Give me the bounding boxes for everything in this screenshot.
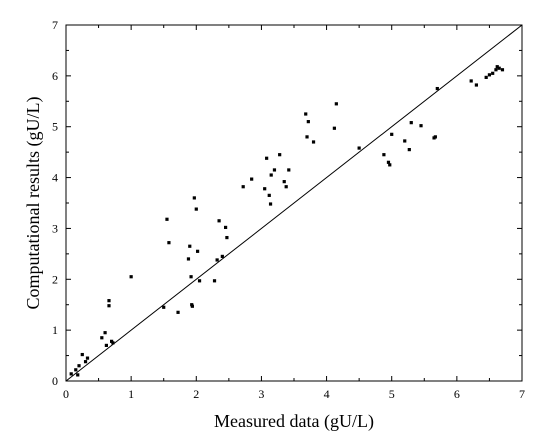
x-tick-label: 0 (63, 387, 69, 401)
y-tick-label: 3 (52, 221, 58, 235)
data-point (267, 193, 271, 197)
data-point (186, 257, 191, 261)
data-point (386, 160, 391, 164)
data-point (278, 153, 282, 157)
data-point (80, 352, 84, 357)
x-tick-label: 1 (128, 387, 134, 401)
data-point (74, 368, 78, 372)
data-point (111, 341, 115, 345)
data-point (103, 331, 107, 335)
data-point (263, 187, 267, 191)
data-point (215, 258, 219, 262)
data-point (69, 372, 73, 376)
data-point (403, 139, 407, 143)
y-tick-label: 6 (52, 69, 58, 83)
y-tick-label: 4 (52, 171, 58, 185)
data-point (195, 249, 200, 253)
data-point (500, 68, 505, 72)
data-point (188, 244, 192, 248)
y-tick-label: 1 (52, 323, 58, 337)
data-point (284, 185, 288, 189)
y-axis-title: Computational results (gU/L) (23, 97, 44, 310)
data-point (409, 121, 413, 125)
x-axis-title: Measured data (gU/L) (214, 411, 374, 432)
x-tick-label: 6 (454, 387, 460, 401)
data-point (484, 75, 488, 79)
data-point (265, 156, 269, 160)
x-tick-label: 4 (324, 387, 330, 401)
data-point (167, 241, 171, 245)
data-point (194, 207, 198, 211)
y-tick-label: 7 (52, 18, 58, 32)
data-point (212, 279, 217, 283)
y-tick-label: 0 (52, 374, 58, 388)
data-point (220, 254, 224, 258)
data-point (76, 373, 80, 377)
data-point (487, 73, 492, 77)
x-tick-label: 3 (258, 387, 264, 401)
data-point (419, 124, 423, 128)
x-tick-label: 5 (389, 387, 395, 401)
data-point (332, 126, 336, 130)
data-point (162, 305, 166, 309)
data-point (306, 120, 310, 124)
x-tick-label: 7 (519, 387, 525, 401)
data-point (494, 68, 498, 72)
data-point (224, 225, 228, 230)
data-point (491, 71, 495, 75)
data-point (435, 86, 439, 91)
data-point (304, 112, 308, 116)
data-point (165, 217, 169, 221)
data-point (282, 180, 286, 184)
data-point (107, 304, 111, 308)
data-point (107, 299, 111, 303)
data-point (269, 173, 273, 177)
data-point (217, 219, 221, 223)
data-point (225, 235, 229, 240)
data-point (104, 343, 108, 347)
data-point (382, 153, 386, 157)
data-point (311, 140, 316, 144)
data-point (334, 102, 338, 106)
data-point (176, 310, 180, 314)
data-point (197, 279, 202, 283)
data-point (241, 185, 245, 189)
data-point (100, 336, 104, 340)
data-point (495, 65, 499, 69)
data-point (407, 148, 411, 152)
data-point (77, 364, 81, 368)
data-point (357, 146, 361, 150)
data-point (469, 79, 473, 83)
data-point (129, 275, 133, 279)
data-point (250, 177, 254, 181)
reference-line (65, 24, 523, 382)
x-tick-label: 2 (193, 387, 199, 401)
data-point (190, 304, 194, 308)
data-point (192, 196, 196, 200)
data-point (433, 135, 437, 139)
data-point (390, 132, 394, 136)
data-point (497, 66, 501, 70)
data-point (268, 202, 273, 206)
data-point (83, 360, 88, 364)
data-point (474, 83, 478, 87)
data-point (189, 275, 193, 279)
y-tick-label: 2 (52, 272, 58, 286)
data-point (388, 163, 392, 167)
data-point (272, 168, 277, 172)
data-point (85, 356, 90, 360)
data-point (287, 168, 291, 172)
y-tick-label: 5 (52, 120, 58, 134)
data-point (305, 135, 309, 139)
